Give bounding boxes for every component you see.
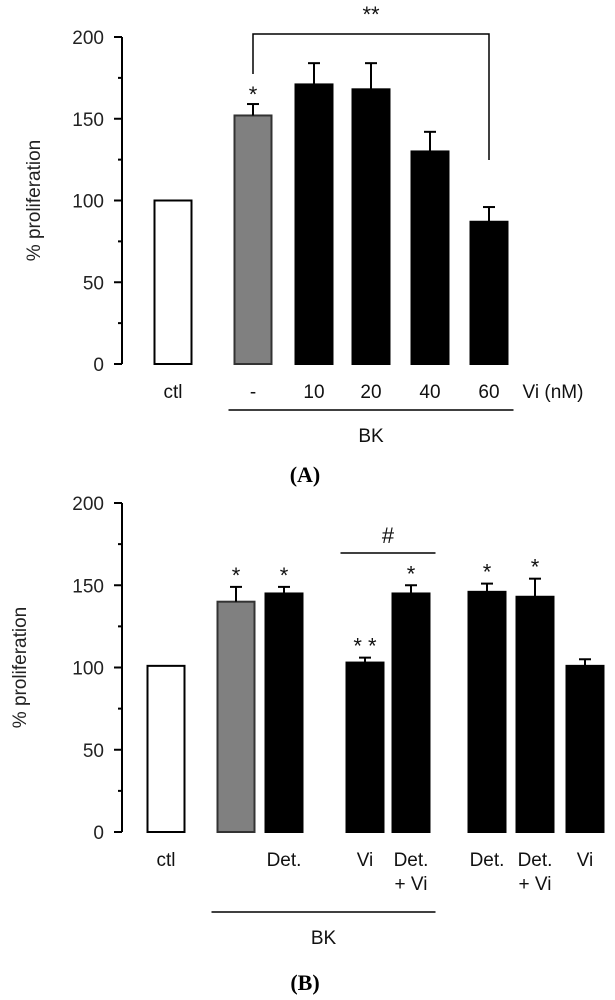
y-axis-title: % proliferation [10, 607, 31, 728]
significance-mark: ** [362, 2, 380, 27]
y-axis-title: % proliferation [24, 140, 45, 261]
y-tick-label: 0 [93, 355, 104, 376]
category-label: 20 [360, 382, 381, 403]
significance-bracket [252, 33, 490, 160]
y-tick-label: 0 [93, 823, 104, 844]
bar [565, 664, 605, 833]
panel-a-chart: 0 50 100 150 200 % proliferation ctl - 10 20 40 60 V… [24, 2, 583, 447]
y-tick-label: 150 [72, 576, 104, 597]
category-label: Det. [470, 850, 505, 871]
bar [515, 595, 555, 834]
bar [351, 88, 391, 365]
significance-star: * [249, 82, 258, 107]
bar [146, 664, 186, 833]
category-label: ctl [157, 850, 176, 871]
group-label: BK [358, 426, 384, 447]
bar [233, 114, 273, 366]
category-label: Vi [577, 850, 594, 871]
bar [469, 220, 509, 365]
category-label: 40 [419, 382, 440, 403]
significance-star: * [483, 560, 492, 585]
y-tick-label: 150 [72, 110, 104, 131]
significance-star: * [531, 555, 540, 580]
bar [264, 592, 304, 833]
significance-star: * [407, 561, 416, 586]
significance-star: * [280, 563, 289, 588]
category-label: - [250, 382, 256, 403]
category-label: + Vi [395, 874, 428, 895]
category-label: Det. [518, 850, 553, 871]
bar [391, 592, 431, 833]
bar [153, 199, 193, 365]
category-label: ctl [164, 382, 183, 403]
x-unit-label: Vi (nM) [523, 382, 584, 403]
group-label: BK [311, 928, 337, 949]
bar [294, 83, 334, 365]
bar [345, 661, 385, 833]
panel-b-label: (B) [290, 970, 319, 995]
category-label: Vi [357, 850, 374, 871]
y-tick-label: 200 [72, 28, 104, 49]
significance-star: * * [353, 634, 377, 659]
significance-mark: # [382, 523, 395, 548]
category-label: + Vi [519, 874, 552, 895]
bar [410, 150, 450, 365]
y-tick-label: 50 [83, 273, 104, 294]
bar [216, 600, 256, 834]
y-tick-label: 100 [72, 659, 104, 680]
y-tick-label: 50 [83, 741, 104, 762]
y-tick-label: 100 [72, 192, 104, 213]
category-label: 60 [478, 382, 499, 403]
category-label: 10 [303, 382, 324, 403]
category-label: Det. [394, 850, 429, 871]
category-label: Det. [267, 850, 302, 871]
panel-b-chart: 0 50 100 150 200 % proliferation ctl Det. Vi Det.… [10, 494, 605, 949]
significance-star: * [232, 563, 241, 588]
y-tick-label: 200 [72, 494, 104, 515]
bar [467, 590, 507, 834]
panel-a-label: (A) [290, 462, 321, 487]
